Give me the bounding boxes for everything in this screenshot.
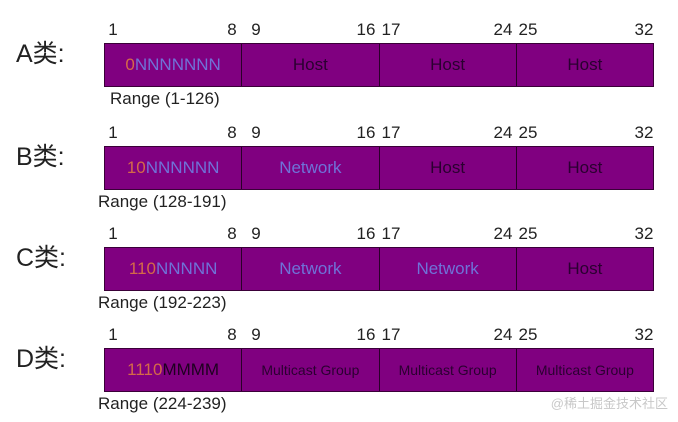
address-bar: 0 NNNNNNN Host Host Host <box>104 43 654 87</box>
class-prefix-bits: 10 <box>126 158 146 177</box>
bit-number: 16 <box>356 325 376 344</box>
first-octet-rest: NNNNN <box>155 259 218 278</box>
bit-number: 32 <box>634 325 654 344</box>
bit-number: 1 <box>108 224 118 243</box>
octet-cell: Host <box>378 147 516 189</box>
bit-number: 17 <box>381 123 401 142</box>
bit-number: 8 <box>227 20 237 39</box>
first-octet-cell: 10 NNNNNN <box>105 147 241 189</box>
bit-number: 16 <box>356 224 376 243</box>
bit-number: 8 <box>227 325 237 344</box>
octet-cell: Network <box>241 147 378 189</box>
address-bar: 110 NNNNN Network Network Host <box>104 247 654 291</box>
octet-cell: Multicast Group <box>378 349 516 391</box>
bit-number: 17 <box>381 325 401 344</box>
first-octet-cell: 1110 MMMM <box>105 349 241 391</box>
first-octet-cell: 110 NNNNN <box>105 248 241 290</box>
octet-cell: Host <box>378 44 516 86</box>
class-label: D类: <box>16 345 67 373</box>
bit-number: 1 <box>108 20 118 39</box>
bit-number: 24 <box>493 123 513 142</box>
octet-cell: Multicast Group <box>241 349 378 391</box>
bit-number: 25 <box>518 20 538 39</box>
range-label: Range (1-126) <box>110 89 220 108</box>
bit-number: 24 <box>493 20 513 39</box>
octet-cell: Multicast Group <box>515 349 653 391</box>
class-label: A类: <box>16 40 65 68</box>
class-prefix-bits: 0 <box>125 55 135 74</box>
octet-cell: Host <box>515 147 653 189</box>
bit-number: 8 <box>227 123 237 142</box>
bit-number: 24 <box>493 224 513 243</box>
bit-number: 25 <box>518 325 538 344</box>
bit-number: 8 <box>227 224 237 243</box>
bit-number: 17 <box>381 20 401 39</box>
range-label: Range (224-239) <box>98 394 227 413</box>
octet-cell: Host <box>241 44 378 86</box>
bit-number: 16 <box>356 123 376 142</box>
octet-cell: Host <box>515 248 653 290</box>
bit-number: 32 <box>634 20 654 39</box>
octet-cell: Host <box>515 44 653 86</box>
bit-number: 9 <box>251 123 261 142</box>
bit-number: 1 <box>108 325 118 344</box>
watermark: @稀土掘金技术社区 <box>550 396 668 411</box>
bit-number: 32 <box>634 224 654 243</box>
range-label: Range (128-191) <box>98 192 227 211</box>
bit-number: 9 <box>251 325 261 344</box>
bit-number: 25 <box>518 123 538 142</box>
address-bar: 1110 MMMM Multicast Group Multicast Group Mu… <box>104 348 654 392</box>
bit-number: 32 <box>634 123 654 142</box>
bit-number: 1 <box>108 123 118 142</box>
bit-number: 24 <box>493 325 513 344</box>
first-octet-rest: NNNNNN <box>145 158 220 177</box>
bit-number: 9 <box>251 224 261 243</box>
first-octet-rest: MMMM <box>162 360 220 379</box>
class-prefix-bits: 1110 <box>127 360 163 379</box>
class-label: C类: <box>16 244 67 272</box>
octet-cell: Network <box>378 248 516 290</box>
class-prefix-bits: 110 <box>128 259 156 278</box>
range-label: Range (192-223) <box>98 293 227 312</box>
address-bar: 10 NNNNNN Network Host Host <box>104 146 654 190</box>
first-octet-cell: 0 NNNNNNN <box>105 44 241 86</box>
bit-number: 17 <box>381 224 401 243</box>
octet-cell: Network <box>241 248 378 290</box>
bit-number: 9 <box>251 20 261 39</box>
bit-number: 16 <box>356 20 376 39</box>
first-octet-rest: NNNNNNN <box>134 55 221 74</box>
bit-number: 25 <box>518 224 538 243</box>
class-label: B类: <box>16 143 65 171</box>
